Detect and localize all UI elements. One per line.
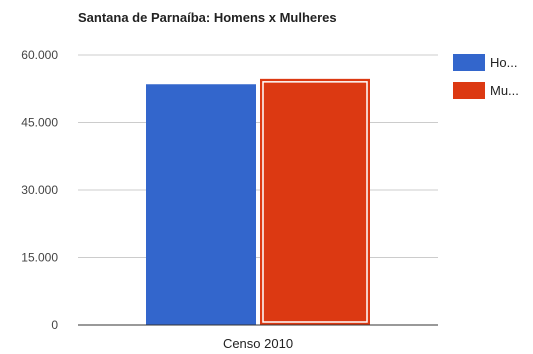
bars	[146, 78, 370, 325]
legend[interactable]: Ho... Mu...	[453, 54, 519, 99]
gridlines	[78, 54, 438, 258]
y-tick-label: 30.000	[21, 183, 58, 197]
y-tick-label: 60.000	[21, 48, 58, 62]
y-tick-label: 45.000	[21, 116, 58, 130]
legend-swatch	[453, 54, 485, 71]
bar-highlight-outline	[262, 81, 368, 323]
y-axis-tick-labels: 0 15.000 30.000 45.000 60.000	[21, 48, 58, 332]
bar-homens[interactable]	[146, 84, 256, 325]
chart-title: Santana de Parnaíba: Homens x Mulheres	[78, 10, 337, 25]
x-axis-tick-labels: Censo 2010	[223, 336, 293, 351]
legend-swatch	[453, 82, 485, 99]
y-tick-label: 15.000	[21, 251, 58, 265]
x-tick-label: Censo 2010	[223, 336, 293, 351]
bar-mulheres[interactable]	[260, 78, 370, 325]
y-tick-label: 0	[51, 318, 58, 332]
legend-label[interactable]: Ho...	[490, 55, 517, 70]
legend-label[interactable]: Mu...	[490, 83, 519, 98]
